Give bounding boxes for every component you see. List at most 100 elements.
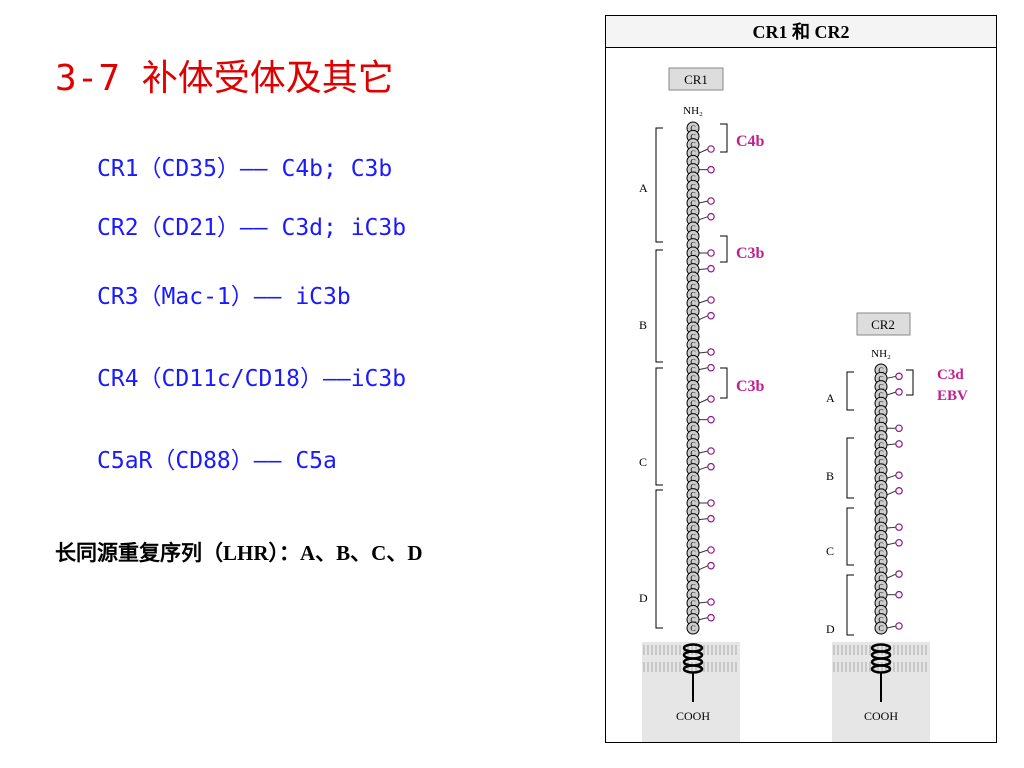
side-bulb <box>895 622 903 630</box>
bead-label: C <box>690 541 695 550</box>
bead-label: C <box>690 474 695 483</box>
side-bulb <box>895 424 903 433</box>
cr2-tag-label: CR2 <box>871 317 895 332</box>
side-bulb <box>895 523 903 531</box>
side-stem <box>886 526 897 529</box>
side-bulb <box>895 471 903 479</box>
side-bulb <box>707 561 715 570</box>
bead-label: C <box>690 291 695 300</box>
side-stem <box>698 299 709 304</box>
side-stem <box>698 601 709 604</box>
bead-label: C <box>878 591 883 600</box>
bead-label: C <box>690 457 695 466</box>
bead-label: C <box>690 591 695 600</box>
bead-label: C <box>878 441 883 450</box>
side-stem <box>886 490 897 496</box>
receptor-line: C5aR（CD88）—— C5a <box>97 448 337 474</box>
bead-label: C <box>690 191 695 200</box>
lhr-note: 长同源重复序列（LHR）：A、B、C、D <box>55 541 423 565</box>
bead-label: C <box>690 391 695 400</box>
side-stem <box>698 398 709 404</box>
bead-label: C <box>878 499 883 508</box>
receptor-line: CR4（CD11c/CD18）——iC3b <box>97 366 406 392</box>
ligand-label: EBV <box>937 388 968 404</box>
side-bulb <box>895 440 903 448</box>
bead-label: C <box>690 174 695 183</box>
ligand-bracket <box>720 367 728 399</box>
bead-label: C <box>690 266 695 275</box>
side-bulb <box>895 372 903 381</box>
bead-label: C <box>878 516 883 525</box>
bead-label: C <box>690 241 695 250</box>
side-bulb <box>895 570 903 578</box>
side-stem <box>886 391 897 396</box>
domain-bracket <box>655 367 663 486</box>
bead-label: C <box>690 124 695 133</box>
side-stem <box>698 351 709 354</box>
bead-label: C <box>690 299 695 308</box>
side-stem <box>698 617 709 621</box>
side-bulb <box>707 499 715 507</box>
domain-bracket <box>846 437 854 499</box>
slide-title: 3-7 补体受体及其它 <box>55 58 394 99</box>
side-stem <box>698 518 709 521</box>
bead-label: C <box>690 482 695 491</box>
figure: CR1 和 CR2 <box>605 15 997 743</box>
bead-label: C <box>690 324 695 333</box>
bead-label: C <box>690 307 695 316</box>
bead-label: C <box>690 466 695 475</box>
bead-label: C <box>878 483 883 492</box>
bead-label: C <box>690 532 695 541</box>
side-stem <box>698 549 709 554</box>
bead <box>686 621 700 635</box>
side-bulb <box>707 613 715 622</box>
side-stem <box>698 148 709 154</box>
side-bulb <box>707 145 715 153</box>
side-bulb <box>895 487 903 495</box>
receptor-list: CR1（CD35）—— C4b; C3b CR2（CD21）—— C3d; iC3… <box>97 156 406 474</box>
domain-label: C <box>826 544 834 558</box>
bead-label: C <box>690 274 695 283</box>
bead-label: C <box>690 382 695 391</box>
bead-label: C <box>878 574 883 583</box>
bead-label: C <box>690 407 695 416</box>
side-stem <box>698 367 709 371</box>
bead-label: C <box>878 466 883 475</box>
cr1-tag <box>668 67 724 91</box>
bead-label: C <box>690 432 695 441</box>
cooh-label: COOH <box>864 709 898 723</box>
bead <box>874 621 888 635</box>
bead-label: C <box>690 574 695 583</box>
bead-label: C <box>690 441 695 450</box>
bead-label: C <box>690 224 695 233</box>
bead-label: C <box>878 424 883 433</box>
bead-label: C <box>878 532 883 541</box>
bead-label: C <box>690 524 695 533</box>
bead-label: C <box>690 207 695 216</box>
bead-label: C <box>690 341 695 350</box>
domain-label: B <box>639 318 647 332</box>
domain-bracket <box>846 507 854 566</box>
bead-label: C <box>690 141 695 150</box>
side-stem <box>886 573 897 579</box>
bead-label: C <box>690 557 695 566</box>
side-bulb <box>707 447 715 455</box>
bead-label: C <box>690 399 695 408</box>
bead-label: C <box>690 149 695 158</box>
side-bulb <box>707 395 715 403</box>
domain-label: C <box>639 455 647 469</box>
bead-label: C <box>690 516 695 525</box>
side-stem <box>886 375 897 379</box>
domain-bracket <box>846 574 854 636</box>
bead-label: C <box>690 216 695 225</box>
side-stem <box>698 466 709 471</box>
bead-label: C <box>690 249 695 258</box>
ligand-label: C3d <box>937 367 964 383</box>
side-stem <box>886 625 897 629</box>
side-bulb <box>895 590 903 599</box>
side-bulb <box>707 264 715 273</box>
bead-label: C <box>690 624 695 633</box>
bead-label: C <box>690 607 695 616</box>
bead-label: C <box>878 624 883 633</box>
